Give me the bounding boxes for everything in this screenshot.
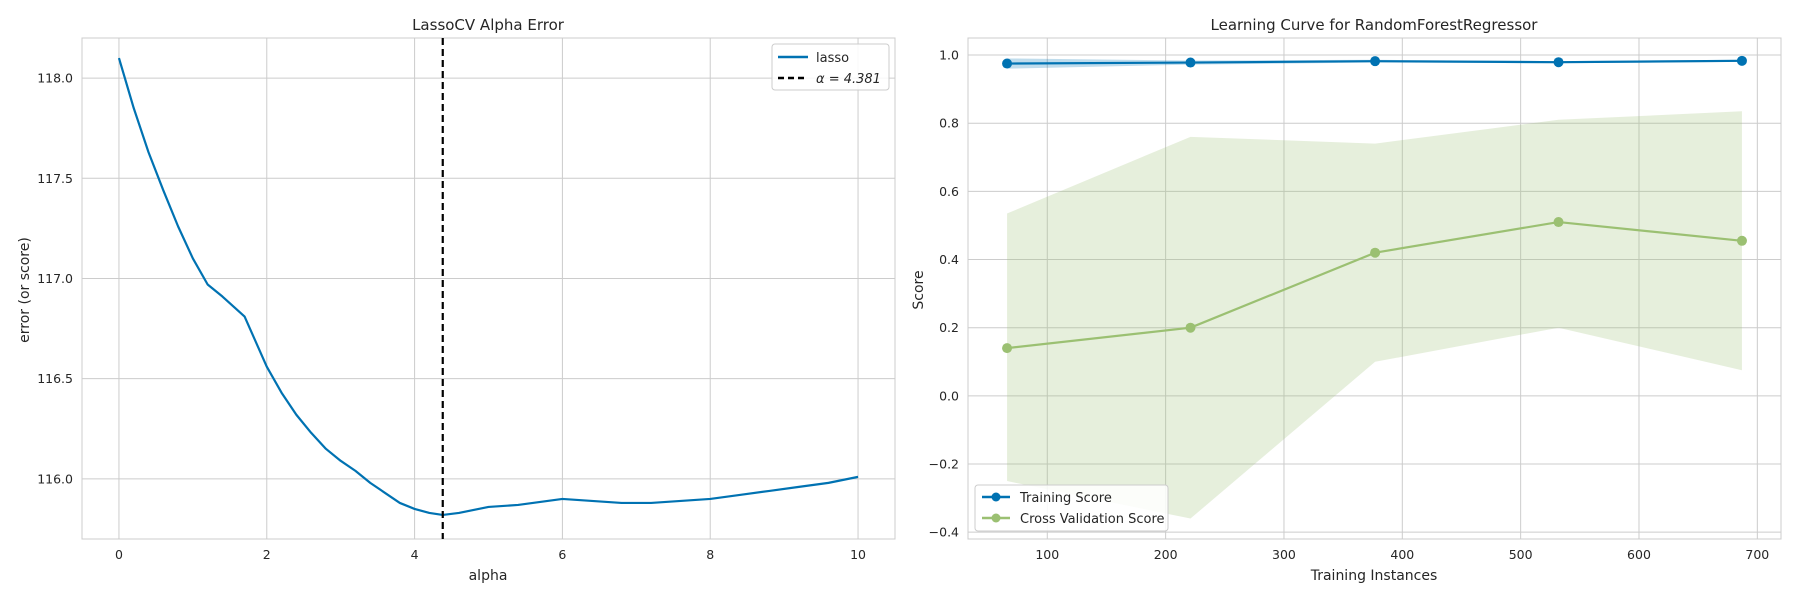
series-lines [117,57,859,517]
data-point [1553,57,1564,68]
y-tick-label: 0.4 [939,252,959,267]
legend-cv-label: Cross Validation Score [1020,512,1165,527]
x-ticks: 100 200 300 400 500 600 700 [1035,547,1769,562]
y-tick-label: 116.0 [37,471,73,486]
y-tick-label: 117.5 [37,171,73,186]
gridlines [82,38,895,539]
legend: Training Score Cross Validation Score [974,484,1169,532]
x-tick-label: 10 [850,547,866,562]
y-tick-label: −0.2 [929,457,959,472]
data-point [1553,217,1564,228]
y-tick-label: 117.0 [37,271,73,286]
y-tick-label: −0.4 [929,525,959,540]
legend-lasso-label: lasso [816,51,849,66]
x-tick-label: 500 [1509,547,1533,562]
series-line [117,57,859,517]
x-tick-label: 8 [706,547,714,562]
series-markers [1002,55,1747,354]
plot-area [81,37,896,540]
x-tick-label: 400 [1390,547,1414,562]
data-point [1002,58,1013,69]
legend-cv-marker [991,513,1001,523]
legend-box [974,484,1169,532]
y-axis-label: error (or score) [17,237,33,343]
x-axis-label: alpha [469,568,508,584]
y-ticks: −0.4 −0.2 0.0 0.2 0.4 0.6 0.8 1.0 [929,48,959,540]
x-tick-label: 200 [1154,547,1178,562]
y-ticks: 116.0 116.5 117.0 117.5 118.0 [37,71,73,487]
chart-title: LassoCV Alpha Error [412,16,565,34]
y-tick-label: 118.0 [37,71,73,86]
y-tick-label: 0.6 [939,184,959,199]
y-tick-label: 116.5 [37,371,73,386]
data-point [1736,55,1747,66]
data-point [1185,57,1196,68]
legend-training-label: Training Score [1019,491,1112,506]
x-tick-label: 600 [1627,547,1651,562]
x-tick-label: 6 [558,547,566,562]
x-tick-label: 0 [115,547,123,562]
x-tick-label: 4 [411,547,419,562]
data-point [1002,343,1013,354]
x-tick-label: 700 [1745,547,1769,562]
data-point [1185,322,1196,333]
legend-training-marker [991,492,1001,502]
y-tick-label: 0.8 [939,116,959,131]
legend: lasso α = 4.381 [771,43,890,91]
data-point [1370,247,1381,258]
y-tick-label: 0.0 [939,388,959,403]
lasso-alpha-error-chart: 0 2 4 6 8 10 116.0 116.5 117.0 117.5 118.0 LassoC… [17,16,896,584]
x-tick-label: 100 [1035,547,1059,562]
data-point [1736,235,1747,246]
legend-alpha-label: α = 4.381 [816,72,881,87]
x-tick-label: 300 [1272,547,1296,562]
x-tick-label: 2 [263,547,271,562]
data-point [1370,56,1381,67]
x-axis-label: Training Instances [1310,568,1438,584]
confidence-band [1007,111,1742,519]
gridlines [968,38,1781,539]
x-ticks: 0 2 4 6 8 10 [115,547,866,562]
learning-curve-chart: 100 200 300 400 500 600 700 −0.4 −0.2 0.0 0.2 0.4 0… [911,16,1782,584]
chart-title: Learning Curve for RandomForestRegressor [1211,16,1539,34]
plot-area [967,37,1782,540]
y-axis-label: Score [911,270,927,309]
y-tick-label: 1.0 [939,48,959,63]
y-tick-label: 0.2 [939,320,959,335]
